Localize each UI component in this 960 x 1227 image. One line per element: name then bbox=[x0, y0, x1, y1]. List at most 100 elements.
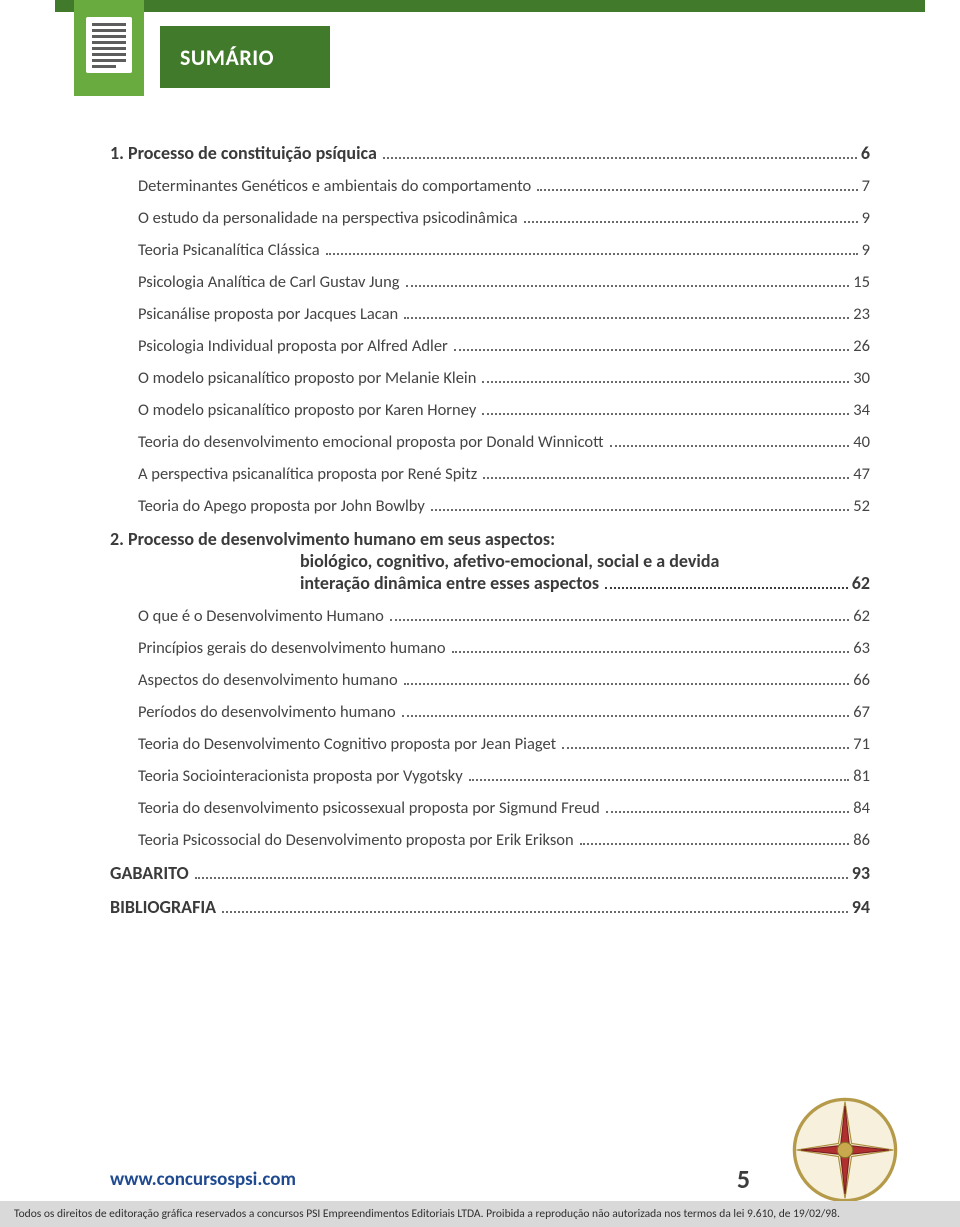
toc-page: 40 bbox=[853, 432, 870, 452]
sumario-title: SUMÁRIO bbox=[180, 44, 274, 71]
section-2-title-line2: biológico, cognitivo, afetivo-emocional,… bbox=[110, 550, 870, 572]
toc-row[interactable]: Teoria Psicossocial do Desenvolvimento p… bbox=[110, 830, 870, 850]
dot-leader bbox=[610, 432, 850, 447]
dot-leader bbox=[606, 798, 850, 813]
toc-row[interactable]: Teoria Psicanalítica Clássica 9 bbox=[110, 240, 870, 260]
toc-row[interactable]: O modelo psicanalítico proposto por Kare… bbox=[110, 400, 870, 420]
toc-label: Teoria do desenvolvimento psicossexual p… bbox=[138, 798, 600, 818]
section-2-title-line3: interação dinâmica entre esses aspectos bbox=[300, 572, 599, 594]
toc-page: 81 bbox=[853, 766, 870, 786]
toc-label: O modelo psicanalítico proposto por Kare… bbox=[138, 400, 476, 420]
toc-label: Teoria Sociointeracionista proposta por … bbox=[138, 766, 463, 786]
dot-leader bbox=[431, 496, 849, 511]
page-icon bbox=[84, 15, 134, 75]
toc-row[interactable]: Teoria do desenvolvimento psicossexual p… bbox=[110, 798, 870, 818]
dot-leader bbox=[562, 734, 849, 749]
toc-row[interactable]: A perspectiva psicanalítica proposta por… bbox=[110, 464, 870, 484]
dot-leader bbox=[326, 240, 858, 255]
section-2-heading: 2. Processo de desenvolvimento humano em… bbox=[110, 528, 870, 594]
toc-page: 71 bbox=[853, 734, 870, 754]
footer-url[interactable]: www.concursospsi.com bbox=[110, 1168, 296, 1191]
toc-row[interactable]: Aspectos do desenvolvimento humano 66 bbox=[110, 670, 870, 690]
toc-row[interactable]: O modelo psicanalítico proposto por Mela… bbox=[110, 368, 870, 388]
toc-page: 26 bbox=[853, 336, 870, 356]
dot-leader bbox=[406, 272, 850, 287]
dot-leader bbox=[390, 606, 849, 621]
toc-row[interactable]: Períodos do desenvolvimento humano 67 bbox=[110, 702, 870, 722]
toc-row[interactable]: O estudo da personalidade na perspectiva… bbox=[110, 208, 870, 228]
section-1-heading: 1. Processo de constituição psíquica 6 bbox=[110, 142, 870, 164]
dot-leader bbox=[195, 863, 848, 879]
toc-label: Teoria do Desenvolvimento Cognitivo prop… bbox=[138, 734, 556, 754]
dot-leader bbox=[383, 143, 857, 159]
toc-label: Teoria do desenvolvimento emocional prop… bbox=[138, 432, 604, 452]
dot-leader bbox=[452, 638, 850, 653]
section-2-page: 62 bbox=[852, 572, 870, 594]
bibliografia-page: 94 bbox=[852, 896, 870, 918]
dot-leader bbox=[404, 670, 850, 685]
toc-page: 7 bbox=[862, 176, 870, 196]
toc-label: O que é o Desenvolvimento Humano bbox=[138, 606, 384, 626]
section-1-title: 1. Processo de constituição psíquica bbox=[110, 142, 377, 164]
toc-label: Psicologia Individual proposta por Alfre… bbox=[138, 336, 448, 356]
gabarito-row[interactable]: GABARITO93 bbox=[110, 862, 870, 884]
toc-label: O modelo psicanalítico proposto por Mela… bbox=[138, 368, 476, 388]
toc-page: 84 bbox=[853, 798, 870, 818]
toc-row[interactable]: Teoria Sociointeracionista proposta por … bbox=[110, 766, 870, 786]
dot-leader bbox=[605, 573, 848, 589]
toc-page: 52 bbox=[853, 496, 870, 516]
toc-row[interactable]: O que é o Desenvolvimento Humano 62 bbox=[110, 606, 870, 626]
gabarito-page: 93 bbox=[852, 862, 870, 884]
toc-label: Psicologia Analítica de Carl Gustav Jung bbox=[138, 272, 400, 292]
toc-content: 1. Processo de constituição psíquica 6 D… bbox=[110, 130, 870, 930]
toc-label: Períodos do desenvolvimento humano bbox=[138, 702, 396, 722]
dot-leader bbox=[580, 830, 850, 845]
bibliografia-row[interactable]: BIBLIOGRAFIA 94 bbox=[110, 896, 870, 918]
toc-label: A perspectiva psicanalítica proposta por… bbox=[138, 464, 477, 484]
toc-label: Teoria do Apego proposta por John Bowlby bbox=[138, 496, 425, 516]
toc-label: Teoria Psicossocial do Desenvolvimento p… bbox=[138, 830, 574, 850]
dot-leader bbox=[524, 208, 858, 223]
toc-page: 63 bbox=[853, 638, 870, 658]
toc-label: Determinantes Genéticos e ambientais do … bbox=[138, 176, 531, 196]
dot-leader bbox=[469, 766, 850, 781]
toc-row[interactable]: Determinantes Genéticos e ambientais do … bbox=[110, 176, 870, 196]
toc-row[interactable]: Teoria do Desenvolvimento Cognitivo prop… bbox=[110, 734, 870, 754]
copyright-text: Todos os direitos de editoração gráfica … bbox=[0, 1201, 960, 1227]
toc-row[interactable]: Teoria do Apego proposta por John Bowlby… bbox=[110, 496, 870, 516]
toc-page: 15 bbox=[853, 272, 870, 292]
toc-page: 86 bbox=[853, 830, 870, 850]
dot-leader bbox=[404, 304, 849, 319]
toc-page: 30 bbox=[853, 368, 870, 388]
dot-leader bbox=[222, 897, 848, 913]
section-2-title-line1: 2. Processo de desenvolvimento humano em… bbox=[110, 528, 555, 550]
dot-leader bbox=[402, 702, 850, 717]
top-accent-bar bbox=[55, 0, 925, 12]
toc-row[interactable]: Psicologia Analítica de Carl Gustav Jung… bbox=[110, 272, 870, 292]
toc-row[interactable]: Teoria do desenvolvimento emocional prop… bbox=[110, 432, 870, 452]
toc-page: 66 bbox=[853, 670, 870, 690]
toc-page: 67 bbox=[853, 702, 870, 722]
toc-row[interactable]: Psicanálise proposta por Jacques Lacan 23 bbox=[110, 304, 870, 324]
toc-label: O estudo da personalidade na perspectiva… bbox=[138, 208, 518, 228]
toc-page: 9 bbox=[862, 240, 870, 260]
toc-page: 23 bbox=[853, 304, 870, 324]
toc-page: 34 bbox=[853, 400, 870, 420]
toc-page: 9 bbox=[862, 208, 870, 228]
toc-label: Teoria Psicanalítica Clássica bbox=[138, 240, 320, 260]
page-footer: www.concursospsi.com 5 Todos os direitos… bbox=[0, 1157, 960, 1227]
toc-row[interactable]: Psicologia Individual proposta por Alfre… bbox=[110, 336, 870, 356]
toc-row[interactable]: Princípios gerais do desenvolvimento hum… bbox=[110, 638, 870, 658]
dot-leader bbox=[482, 400, 849, 415]
page-number: 5 bbox=[737, 1163, 750, 1195]
dot-leader bbox=[483, 464, 849, 479]
toc-page: 62 bbox=[853, 606, 870, 626]
bibliografia-label: BIBLIOGRAFIA bbox=[110, 896, 216, 918]
section-1-page: 6 bbox=[861, 142, 870, 164]
dot-leader bbox=[482, 368, 849, 383]
toc-page: 47 bbox=[853, 464, 870, 484]
sumario-header: SUMÁRIO bbox=[160, 26, 330, 88]
toc-label: Psicanálise proposta por Jacques Lacan bbox=[138, 304, 398, 324]
toc-label: Aspectos do desenvolvimento humano bbox=[138, 670, 398, 690]
toc-label: Princípios gerais do desenvolvimento hum… bbox=[138, 638, 446, 658]
